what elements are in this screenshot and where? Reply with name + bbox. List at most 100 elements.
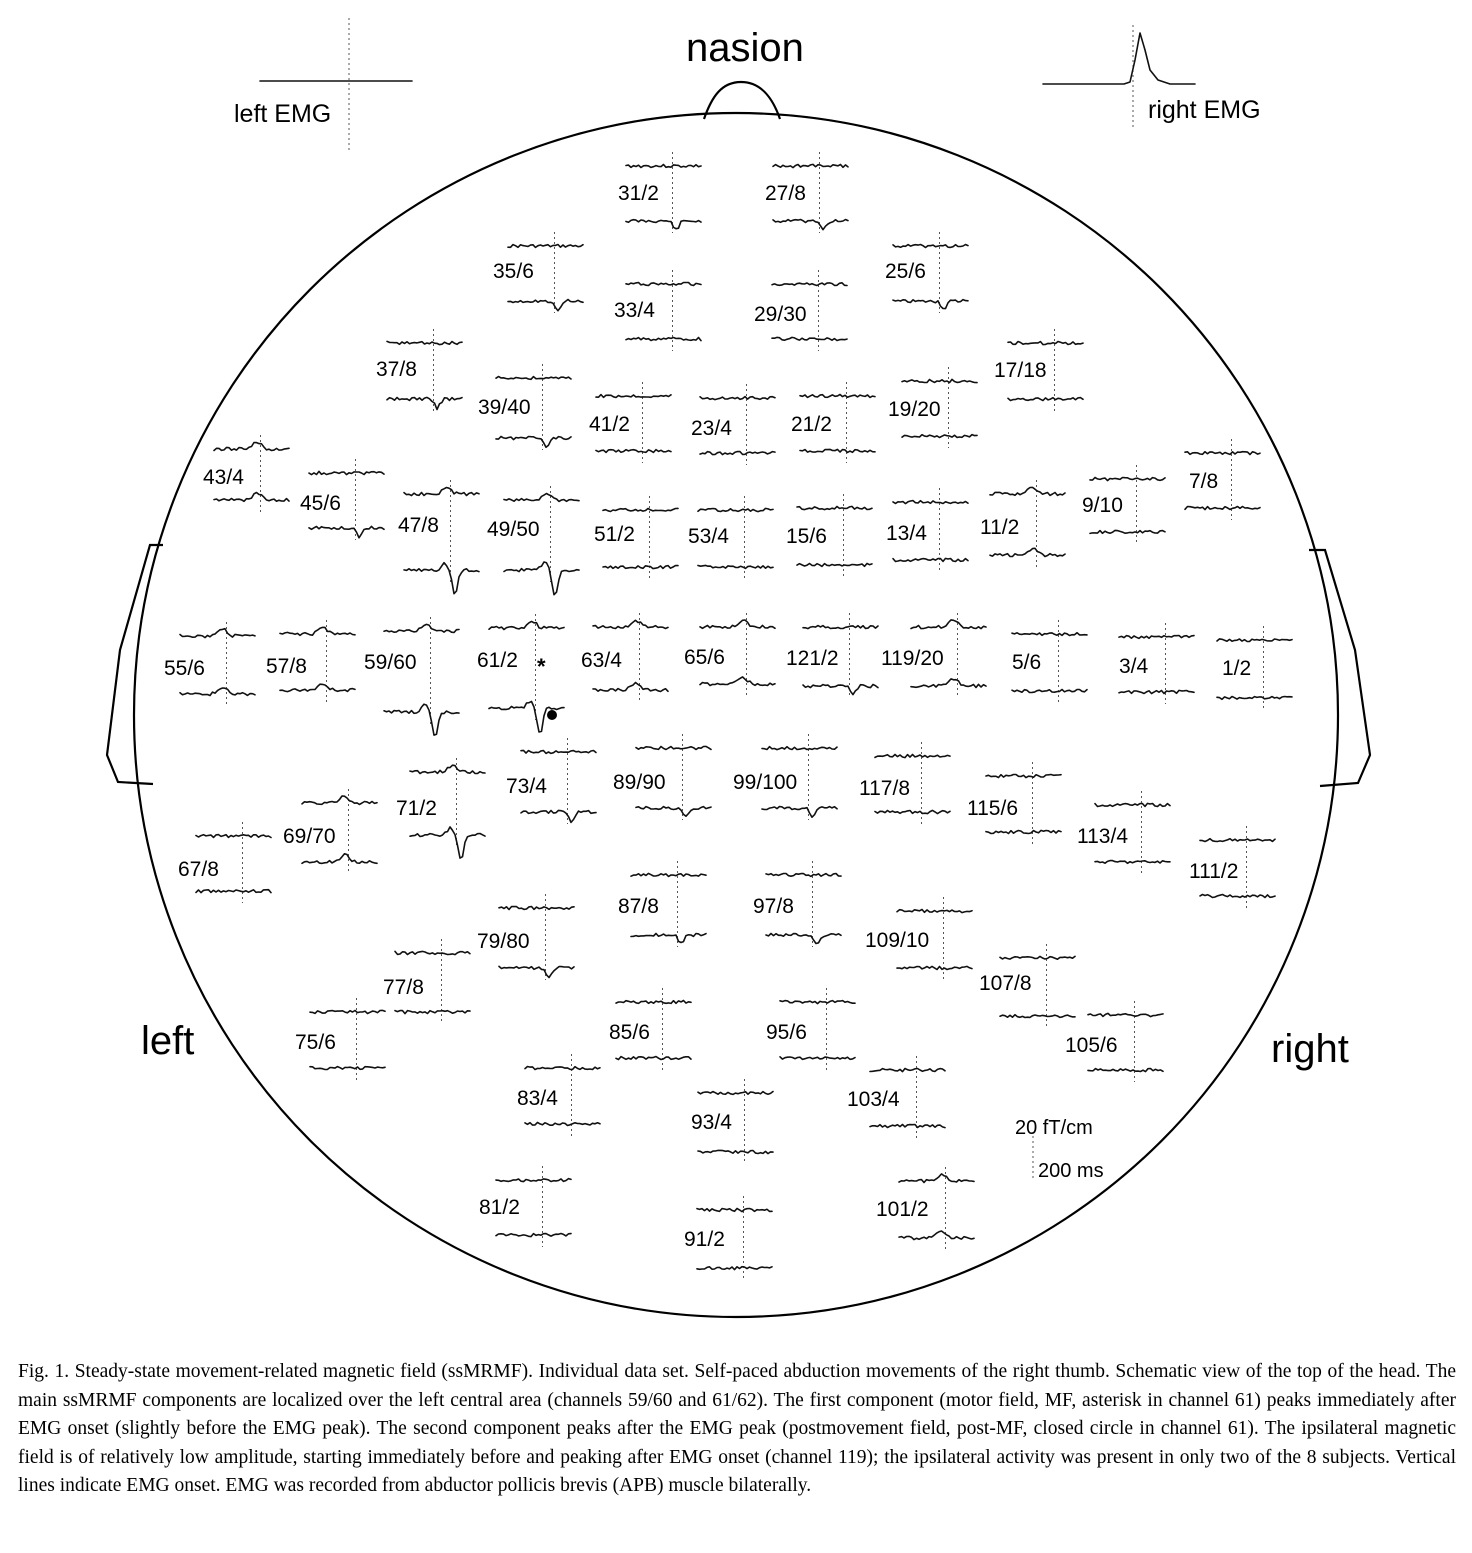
channel-117-8: 117/8 — [859, 742, 951, 824]
channel-label: 35/6 — [493, 260, 534, 283]
meg-trace-lower — [383, 703, 460, 736]
channel-label: 113/4 — [1077, 825, 1128, 848]
channel-label: 55/6 — [164, 657, 205, 680]
channel-label: 3/4 — [1119, 655, 1149, 678]
meg-trace-upper — [495, 1177, 572, 1183]
post-mf-closed-circle — [547, 710, 557, 720]
channel-69-70: 69/70 — [283, 789, 378, 874]
channel-1-2: 1/2 — [1216, 626, 1293, 710]
channel-3-4: 3/4 — [1118, 623, 1195, 704]
channel-35-6: 35/6 — [493, 232, 584, 313]
meg-trace-lower — [524, 1121, 601, 1127]
channel-93-4: 93/4 — [691, 1079, 774, 1164]
meg-trace-lower — [772, 218, 849, 231]
meg-trace-upper — [999, 955, 1076, 960]
channel-label: 49/50 — [487, 518, 540, 541]
channel-11-2: 11/2 — [980, 480, 1066, 567]
nasion-label: nasion — [686, 26, 804, 70]
channel-71-2: 71/2 — [396, 758, 486, 859]
channel-label: 81/2 — [479, 1196, 520, 1219]
channel-103-4: 103/4 — [847, 1056, 946, 1138]
meg-trace-lower — [625, 336, 702, 342]
meg-trace-upper — [602, 507, 679, 513]
meg-trace-upper — [403, 486, 480, 497]
meg-trace-upper — [1184, 450, 1261, 456]
channel-73-4: 73/4 — [506, 738, 597, 824]
meg-trace-upper — [892, 499, 969, 505]
meg-trace-lower — [625, 218, 702, 230]
channel-119-20: 119/20 — [881, 613, 987, 698]
channel-label: 63/4 — [581, 649, 622, 672]
left-emg-label: left EMG — [234, 100, 331, 128]
meg-trace-upper — [874, 753, 951, 759]
meg-trace-upper — [524, 1065, 601, 1071]
channel-label: 11/2 — [980, 516, 1019, 539]
channel-label: 71/2 — [396, 797, 437, 820]
meg-trace-upper — [799, 393, 876, 399]
channel-15-6: 15/6 — [786, 494, 873, 577]
right-emg: right EMG — [1042, 25, 1261, 130]
channel-label: 115/6 — [967, 797, 1018, 820]
channel-label: 27/8 — [765, 182, 806, 205]
channel-label: 97/8 — [753, 895, 794, 918]
channel-label: 17/18 — [994, 359, 1047, 382]
channel-label: 67/8 — [178, 858, 219, 881]
meg-trace-lower — [898, 1230, 975, 1241]
channel-45-6: 45/6 — [300, 459, 385, 540]
channel-label: 29/30 — [754, 303, 807, 326]
meg-trace-lower — [495, 1232, 572, 1238]
channel-label: 65/6 — [684, 646, 725, 669]
channel-label: 19/20 — [888, 398, 941, 421]
meg-trace-lower — [279, 683, 356, 693]
meg-trace-upper — [772, 163, 849, 169]
meg-trace-lower — [308, 525, 385, 539]
channel-label: 5/6 — [1012, 651, 1041, 674]
channel-label: 105/6 — [1065, 1034, 1118, 1057]
meg-trace-upper — [1089, 476, 1166, 482]
meg-trace-lower — [761, 805, 838, 818]
meg-trace-lower — [195, 888, 272, 894]
figure-caption: Fig. 1. Steady-state movement-related ma… — [18, 1361, 1456, 1496]
channel-53-4: 53/4 — [688, 496, 774, 579]
channel-17-18: 17/18 — [994, 329, 1084, 411]
channel-23-4: 23/4 — [691, 384, 776, 465]
meg-trace-lower — [507, 298, 584, 312]
meg-trace-lower — [697, 564, 774, 570]
meg-trace-upper — [1011, 631, 1088, 637]
channel-label: 25/6 — [885, 260, 926, 283]
channel-63-4: 63/4 — [581, 613, 669, 702]
meg-trace-upper — [771, 282, 848, 287]
channel-label: 89/90 — [613, 771, 666, 794]
meg-trace-lower — [802, 683, 879, 696]
meg-trace-upper — [495, 375, 572, 381]
channel-91-2: 91/2 — [684, 1196, 773, 1280]
meg-trace-lower — [989, 547, 1066, 558]
meg-trace-lower — [1184, 505, 1261, 511]
channel-label: 117/8 — [859, 777, 910, 800]
meg-trace-lower — [301, 852, 378, 865]
meg-trace-upper — [520, 749, 597, 755]
meg-trace-lower — [179, 687, 256, 697]
channel-51-2: 51/2 — [594, 496, 679, 579]
left-label: left — [141, 1019, 194, 1063]
meg-trace-upper — [765, 872, 842, 878]
channel-label: 101/2 — [876, 1198, 929, 1221]
meg-trace-lower — [1199, 893, 1276, 899]
channel-107-8: 107/8 — [979, 944, 1076, 1028]
channel-label: 45/6 — [300, 492, 341, 515]
meg-sensor-head-diagram: nasion left right left EMG right EMG 20 … — [105, 18, 1372, 1319]
channel-label: 23/4 — [691, 417, 732, 440]
channel-29-30: 29/30 — [754, 270, 848, 351]
channel-41-2: 41/2 — [589, 382, 672, 463]
meg-trace-upper — [869, 1067, 946, 1073]
channel-label: 87/8 — [618, 895, 659, 918]
meg-trace-lower — [1094, 859, 1171, 865]
channel-label: 41/2 — [589, 413, 630, 436]
right-ear-outline — [1309, 548, 1372, 788]
meg-trace-lower — [874, 809, 951, 815]
meg-trace-lower — [409, 826, 486, 859]
meg-trace-lower — [213, 491, 290, 503]
channel-99-100: 99/100 — [733, 734, 838, 820]
meg-trace-upper — [910, 619, 987, 630]
channel-59-60: 59/60 — [364, 617, 460, 736]
